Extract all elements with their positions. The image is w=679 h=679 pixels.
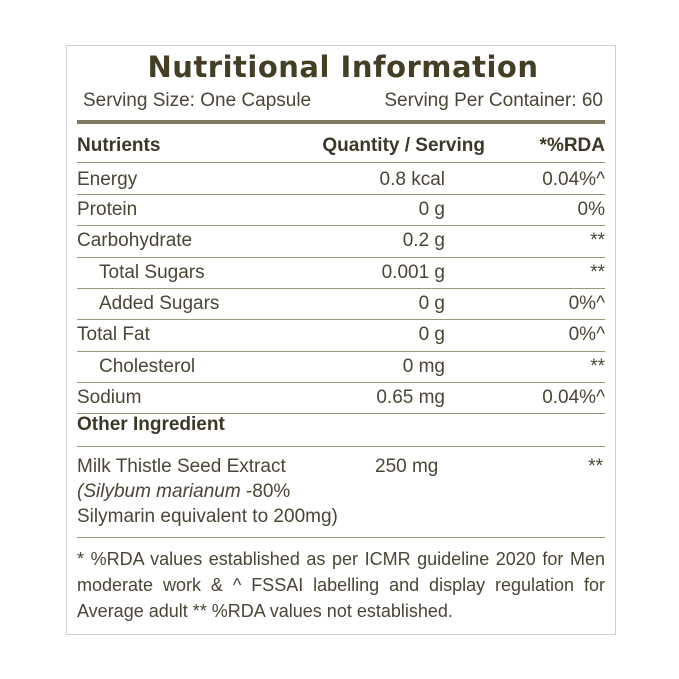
ingredient-line-1: Milk Thistle Seed Extract xyxy=(77,456,286,477)
table-row: Added Sugars 0 g 0%^ xyxy=(77,288,605,318)
table-header: Nutrients Quantity / Serving *%RDA xyxy=(77,130,605,160)
servings-per-container: Serving Per Container: 60 xyxy=(384,90,603,111)
serving-size: Serving Size: One Capsule xyxy=(83,90,312,111)
nutrient-name: Protein xyxy=(77,199,138,220)
footnote: * %RDA values established as per ICMR gu… xyxy=(77,549,605,621)
ingredient-description: Milk Thistle Seed Extract (Silybum maria… xyxy=(77,454,338,529)
nutrient-rda: ** xyxy=(590,262,605,283)
nutrient-rda: 0% xyxy=(577,199,605,220)
row-divider xyxy=(77,319,605,320)
nutrient-name: Cholesterol xyxy=(99,356,196,377)
ingredient-quantity: 250 mg xyxy=(375,456,439,477)
nutrient-name: Added Sugars xyxy=(99,293,220,314)
nutrient-quantity: 0 g xyxy=(418,324,445,345)
table-row: Total Fat 0 g 0%^ xyxy=(77,319,605,349)
nutrient-rda: 0%^ xyxy=(568,324,605,345)
ingredient-line-3: Silymarin equivalent to 200mg) xyxy=(77,506,338,527)
nutrition-panel: Nutritional Information Serving Size: On… xyxy=(66,45,616,635)
ingredient-percent: -80% xyxy=(240,481,291,502)
nutrient-rda: ** xyxy=(590,356,605,377)
nutrient-quantity: 0 g xyxy=(418,199,445,220)
row-divider xyxy=(77,257,605,258)
ingredient-rda: ** xyxy=(588,456,603,477)
nutrient-name: Total Sugars xyxy=(99,262,205,283)
other-ingredient-heading: Other Ingredient xyxy=(77,414,225,435)
nutrient-quantity: 0.65 mg xyxy=(376,387,445,408)
row-divider xyxy=(77,225,605,226)
ingredient-latin-name: (Silybum marianum xyxy=(77,481,241,502)
panel-title: Nutritional Information xyxy=(147,50,539,84)
nutrient-name: Energy xyxy=(77,169,138,190)
nutrient-quantity: 0 g xyxy=(418,293,445,314)
ingredient-line-2: (Silybum marianum -80% xyxy=(77,479,338,504)
nutrient-name: Sodium xyxy=(77,387,142,408)
nutrient-quantity: 0.8 kcal xyxy=(379,169,445,190)
row-divider xyxy=(77,162,605,163)
nutrient-quantity: 0.001 g xyxy=(381,262,445,283)
table-row: Total Sugars 0.001 g ** xyxy=(77,257,605,287)
nutrient-rda: 0%^ xyxy=(568,293,605,314)
row-divider xyxy=(77,351,605,352)
nutrient-quantity: 0.2 g xyxy=(402,230,445,251)
nutrient-quantity: 0 mg xyxy=(402,356,445,377)
nutrient-rda: ** xyxy=(590,230,605,251)
nutrient-rda: 0.04%^ xyxy=(542,169,605,190)
row-divider xyxy=(77,382,605,383)
table-row: Cholesterol 0 mg ** xyxy=(77,351,605,381)
row-divider xyxy=(77,194,605,195)
serving-info: Serving Size: One Capsule Serving Per Co… xyxy=(83,90,603,112)
nutrient-name: Total Fat xyxy=(77,324,150,345)
table-row: Carbohydrate 0.2 g ** xyxy=(77,225,605,255)
footnote-divider xyxy=(77,537,605,538)
header-nutrients: Nutrients xyxy=(77,135,161,156)
table-row: Protein 0 g 0% xyxy=(77,194,605,224)
header-rda: *%RDA xyxy=(539,135,605,156)
table-row: Sodium 0.65 mg 0.04%^ xyxy=(77,382,605,412)
table-row: Energy 0.8 kcal 0.04%^ xyxy=(77,164,605,194)
row-divider xyxy=(77,288,605,289)
row-divider xyxy=(77,413,605,414)
nutrient-rda: 0.04%^ xyxy=(542,387,605,408)
header-divider xyxy=(77,120,605,124)
header-quantity: Quantity / Serving xyxy=(322,135,485,156)
nutrient-name: Carbohydrate xyxy=(77,230,193,251)
row-divider xyxy=(77,446,605,447)
